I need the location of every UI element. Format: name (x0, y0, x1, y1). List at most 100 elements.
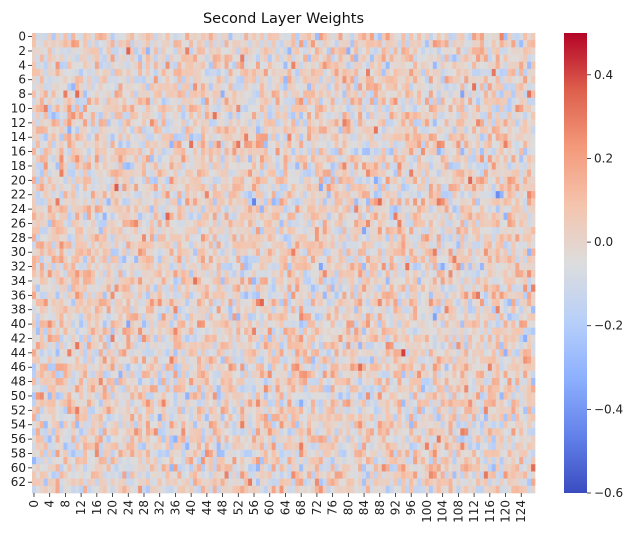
heatmap-cell (212, 255, 218, 264)
heatmap-cell (67, 54, 72, 63)
heatmap-cell (326, 306, 332, 314)
heatmap-cell (79, 169, 84, 178)
heatmap-cell (102, 291, 108, 300)
heatmap-cell (177, 133, 182, 142)
heatmap-cell (204, 298, 210, 307)
heatmap-cell (366, 83, 371, 91)
heatmap-cell (98, 255, 104, 264)
heatmap-cell (381, 104, 387, 113)
heatmap-cell (531, 277, 536, 285)
heatmap-cell (220, 183, 225, 192)
heatmap-cell (71, 255, 76, 264)
heatmap-cell (515, 54, 520, 63)
heatmap-cell (275, 176, 280, 185)
heatmap-cell (350, 205, 355, 214)
heatmap-cell (362, 133, 367, 142)
heatmap-cell (244, 90, 249, 99)
heatmap-cell (244, 183, 249, 192)
heatmap-cell (531, 40, 536, 48)
heatmap-cell (47, 306, 52, 314)
heatmap-cell (220, 198, 225, 206)
heatmap-cell (200, 68, 206, 77)
heatmap-cell (519, 241, 524, 249)
heatmap-cell (448, 212, 453, 221)
heatmap-cell (476, 284, 481, 293)
heatmap-cell (51, 97, 56, 106)
heatmap-cell (519, 119, 524, 127)
heatmap-cell (468, 198, 473, 206)
heatmap-cell (71, 284, 76, 293)
heatmap-cell (110, 83, 115, 91)
heatmap-cell (483, 205, 489, 214)
heatmap-cell (358, 205, 363, 214)
heatmap-cell (432, 248, 438, 257)
heatmap-cell (401, 140, 406, 149)
heatmap-cell (346, 191, 351, 199)
heatmap-cell (67, 198, 72, 206)
heatmap-cell (55, 76, 60, 84)
heatmap-cell (303, 140, 308, 149)
heatmap-cell (75, 227, 80, 235)
heatmap-cell (173, 97, 178, 106)
heatmap-cell (275, 61, 280, 70)
heatmap-cell (232, 248, 237, 257)
heatmap-cell (295, 263, 300, 271)
heatmap-cell (503, 61, 508, 70)
heatmap-cell (283, 112, 288, 120)
heatmap-cell (491, 277, 497, 285)
heatmap-cell (377, 162, 383, 170)
heatmap-cell (181, 205, 186, 214)
heatmap-cell (491, 255, 497, 264)
heatmap-cell (212, 119, 218, 127)
heatmap-cell (67, 241, 72, 249)
heatmap-cell (138, 263, 143, 271)
heatmap-cell (138, 255, 143, 264)
heatmap-cell (432, 284, 438, 293)
heatmap-cell (271, 291, 276, 300)
heatmap-cell (393, 270, 398, 278)
heatmap-cell (483, 112, 489, 120)
heatmap-cell (102, 284, 108, 293)
heatmap-cell (291, 219, 296, 228)
heatmap-cell (228, 40, 233, 48)
heatmap-cell (228, 33, 233, 41)
heatmap-cell (507, 68, 512, 77)
heatmap-cell (59, 277, 64, 285)
heatmap-cell (468, 212, 473, 221)
heatmap-cell (271, 176, 276, 185)
heatmap-cell (495, 33, 500, 41)
heatmap-cell (350, 227, 355, 235)
heatmap-cell (358, 248, 363, 257)
heatmap-cell (208, 162, 214, 170)
heatmap-cell (47, 227, 52, 235)
heatmap-cell (130, 219, 135, 228)
heatmap-cell (228, 306, 233, 314)
heatmap-cell (185, 40, 190, 48)
heatmap-cell (204, 234, 210, 242)
heatmap-cell (114, 291, 119, 300)
heatmap-cell (90, 212, 96, 221)
heatmap-cell (334, 277, 339, 285)
heatmap-cell (208, 33, 214, 41)
heatmap-cell (385, 183, 390, 192)
heatmap-cell (212, 234, 218, 242)
heatmap-cell (98, 219, 104, 228)
heatmap-cell (216, 162, 221, 170)
heatmap-cell (503, 148, 508, 156)
heatmap-cell (366, 61, 371, 70)
heatmap-cell (43, 255, 49, 264)
heatmap-cell (417, 40, 422, 48)
heatmap-cell (122, 212, 127, 221)
heatmap-cell (79, 277, 84, 285)
heatmap-cell (83, 176, 88, 185)
heatmap-cell (106, 277, 111, 285)
heatmap-cell (468, 191, 473, 199)
heatmap-cell (381, 248, 387, 257)
heatmap-cell (366, 219, 371, 228)
heatmap-cell (102, 248, 108, 257)
heatmap-cell (216, 263, 221, 271)
heatmap-cell (401, 104, 406, 113)
heatmap-cell (39, 277, 45, 285)
heatmap-cell (413, 97, 418, 106)
heatmap-cell (263, 191, 269, 199)
